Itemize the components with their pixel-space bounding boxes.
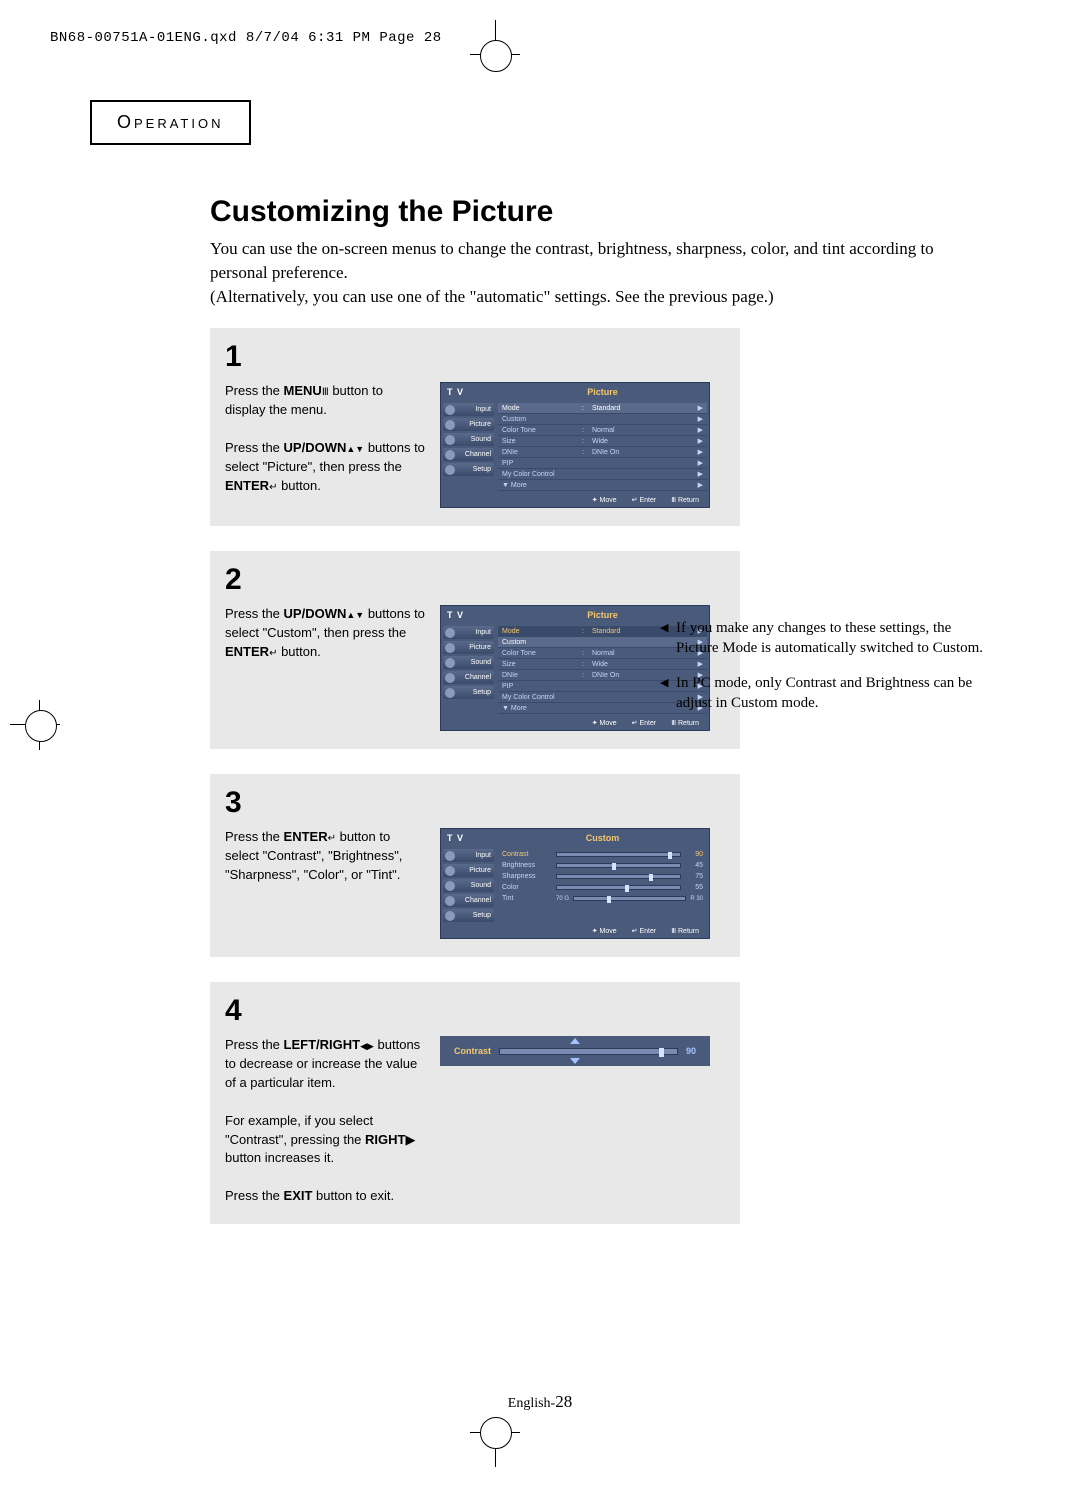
step-4: 4 Press the LEFT/RIGHT buttons to decrea… bbox=[210, 982, 740, 1224]
menu-icon bbox=[322, 383, 329, 398]
step-instruction: Press the ENTER button to select "Contra… bbox=[225, 828, 425, 939]
note-1: If you make any changes to these setting… bbox=[660, 618, 990, 659]
page-footer: English-28 bbox=[0, 1392, 1080, 1412]
tv-custom-screenshot: T VCustom InputPictureSoundChannelSetupC… bbox=[440, 828, 710, 939]
side-notes: If you make any changes to these setting… bbox=[660, 618, 990, 727]
leftright-icon bbox=[360, 1037, 374, 1052]
step-number: 3 bbox=[225, 786, 725, 820]
section-title-box: Operation bbox=[90, 100, 251, 145]
crop-mark-bottom bbox=[0, 1427, 1080, 1467]
section-title: Operation bbox=[117, 112, 224, 133]
step-instruction: Press the MENU button to display the men… bbox=[225, 382, 425, 508]
step-number: 1 bbox=[225, 340, 725, 374]
enter-icon bbox=[328, 829, 336, 844]
intro-text: You can use the on-screen menus to chang… bbox=[210, 237, 990, 308]
step-instruction: Press the UP/DOWN buttons to select "Cus… bbox=[225, 605, 425, 731]
updown-icon bbox=[346, 440, 364, 455]
step-3: 3 Press the ENTER button to select "Cont… bbox=[210, 774, 740, 957]
step-number: 2 bbox=[225, 563, 725, 597]
crop-mark-left bbox=[10, 700, 60, 750]
updown-icon bbox=[346, 606, 364, 621]
crop-mark-top bbox=[0, 20, 1080, 60]
step-instruction: Press the LEFT/RIGHT buttons to decrease… bbox=[225, 1036, 425, 1206]
contrast-adjust-bar: Contrast 90 bbox=[440, 1036, 710, 1206]
step-number: 4 bbox=[225, 994, 725, 1028]
tv-menu-screenshot: T VPicture InputPictureSoundChannelSetup… bbox=[440, 382, 710, 508]
page-title: Customizing the Picture bbox=[210, 195, 990, 229]
step-1: 1 Press the MENU button to display the m… bbox=[210, 328, 740, 526]
note-2: In PC mode, only Contrast and Brightness… bbox=[660, 673, 990, 714]
